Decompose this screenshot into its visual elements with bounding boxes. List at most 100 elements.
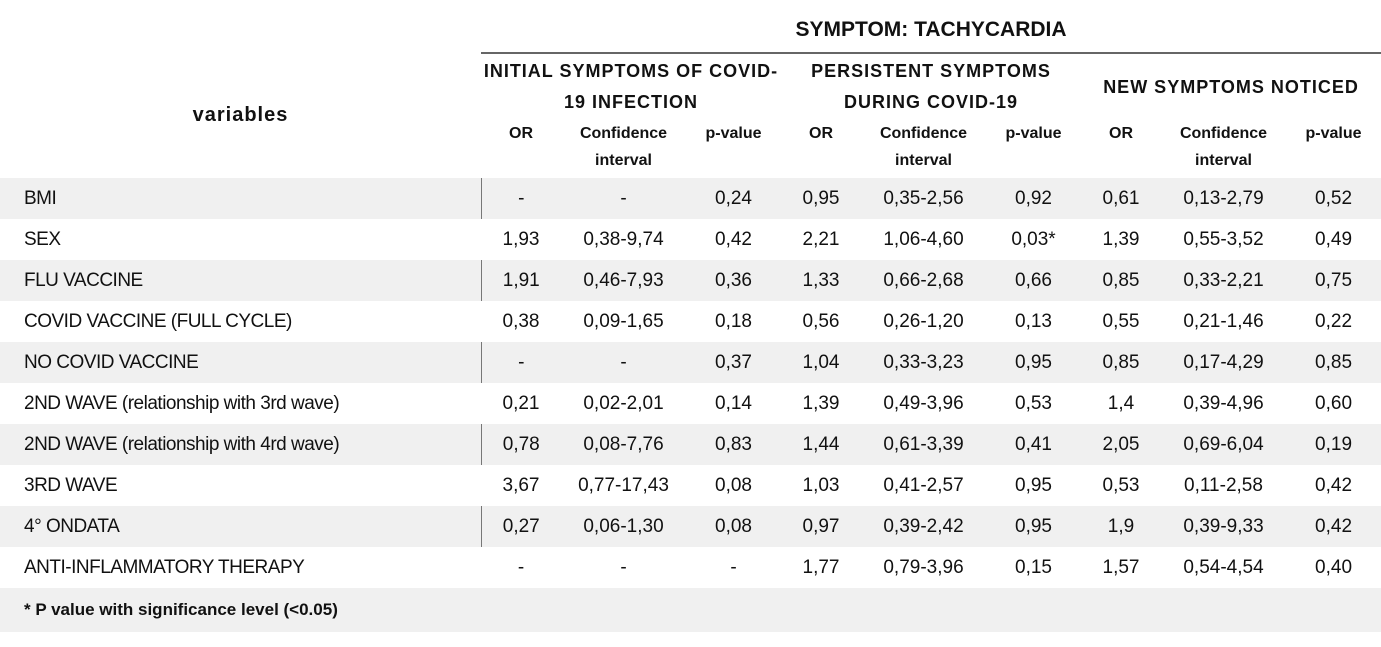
cell: 0,56 [802,310,840,332]
cell: 0,08 [686,506,781,547]
page-body: {"table": { "title": "SYMPTOM: TACHYCARD… [0,8,1381,647]
column-header: p-value [1005,125,1062,142]
cell: 0,18 [715,310,752,332]
row-label: 2ND WAVE (relationship with 4rd wave) [0,424,481,465]
column-header: p-value [705,125,762,142]
row-label: 3RD WAVE [24,474,118,496]
column-header: OR [509,125,533,142]
cell: 0,42 [1315,474,1353,496]
cell: 1,91 [480,260,561,301]
cell: 0,17-4,29 [1161,342,1286,383]
column-header: Confidence interval [1179,125,1268,169]
cell: 1,39 [1102,228,1140,250]
cell: 0,33-3,23 [861,342,986,383]
cell: 0,40 [1315,556,1353,578]
cell: - [620,556,627,578]
cell: 0,79-3,96 [883,556,964,578]
cell: 0,03* [1011,228,1056,250]
cell: 0,55-3,52 [1183,228,1264,250]
cell: 1,44 [781,424,861,465]
table-row: 4° ONDATA 0,27 0,06-1,30 0,08 0,97 0,39-2,42 0… [0,506,1381,547]
cell: 0,85 [1081,342,1161,383]
row-label: FLU VACCINE [0,260,481,301]
cell: 0,39-9,33 [1161,506,1286,547]
cell: 0,38 [502,310,540,332]
row-header: variables [192,104,289,126]
cell: - [517,556,525,578]
cell: 1,77 [802,556,840,578]
cell: 0,42 [1286,506,1381,547]
cell: 1,93 [502,228,540,250]
cell: 0,09-1,65 [583,310,664,332]
cell: 1,57 [1102,556,1140,578]
cell: 0,41-2,57 [883,474,964,496]
cell: 1,9 [1081,506,1161,547]
cell: 1,03 [802,474,840,496]
cell: 0,08-7,76 [561,424,686,465]
cell: 0,60 [1315,392,1353,414]
cell: 0,85 [1081,260,1161,301]
cell: 0,27 [480,506,561,547]
cell: - [561,178,686,219]
cell: 0,53 [1015,392,1052,414]
cell: 2,21 [802,228,840,250]
cell: 0,13 [1015,310,1052,332]
cell: 0,42 [715,228,752,250]
cell: 0,61-3,39 [861,424,986,465]
column-header: OR [809,125,833,142]
table-row: BMI - -0,24 0,95 0,35-2,56 0,92 0,61 0,13-2,79 0… [0,178,1381,219]
cell: 0,13-2,79 [1161,178,1286,219]
cell: 0,75 [1286,260,1381,301]
cell: 0,37 [686,342,781,383]
column-header: Confidence interval [579,125,668,169]
cell: 0,14 [715,392,752,414]
cell: 0,92 [986,178,1081,219]
cell: 1,4 [1107,392,1135,414]
table-row: 3RD WAVE 3,67 0,77-17,43 0,08 1,03 0,41-2,57 0… [0,465,1381,506]
row-label: NO COVID VACCINE [0,342,481,383]
cell: 0,41 [986,424,1081,465]
group-header: INITIAL SYMPTOMS OF COVID-19 INFECTION [481,52,781,120]
cell: 0,15 [1015,556,1052,578]
table-row: 2ND WAVE (relationship with 4rd wave) 0,7… [0,424,1381,465]
group-header: NEW SYMPTOMS NOTICED [1081,52,1381,120]
cell: 0,83 [686,424,781,465]
table-row: COVID VACCINE (FULL CYCLE) 0,38 0,09-1,65 0… [0,301,1381,342]
cell: 0,69-6,04 [1161,424,1286,465]
cell: 0,53 [1102,474,1140,496]
cell: 0,02-2,01 [583,392,664,414]
cell: 0,22 [1315,310,1353,332]
group-header: PERSISTENT SYMPTOMS DURING COVID-19 [781,52,1081,120]
cell: 0,39-4,96 [1183,392,1264,414]
spacer [0,8,481,53]
cell: 0,77-17,43 [578,474,669,496]
cell: 0,95 [986,506,1081,547]
cell: 0,36 [686,260,781,301]
column-header: OR [1109,125,1133,142]
cell: - [480,178,561,219]
row-label: 2ND WAVE (relationship with 3rd wave) [24,392,340,414]
cell: 0,55 [1102,310,1140,332]
table-row: NO COVID VACCINE - -0,37 1,04 0,33-3,23 0,95 0… [0,342,1381,383]
row-label: SEX [24,228,61,250]
row-label: 4° ONDATA [0,506,481,547]
footnote: * P value with significance level (<0.05… [0,588,1381,632]
cell: 0,46-7,93 [561,260,686,301]
cell: 0,11-2,58 [1184,474,1263,496]
cell: 0,49 [1315,228,1353,250]
cell: 0,52 [1286,178,1381,219]
cell: 1,06-4,60 [883,228,964,250]
table-row: 2ND WAVE (relationship with 3rd wave) 0,2… [0,383,1381,424]
cell: 0,26-1,20 [883,310,964,332]
cell: 0,61 [1081,178,1161,219]
cell: 0,39-2,42 [861,506,986,547]
cell: 3,67 [502,474,540,496]
cell: 0,49-3,96 [883,392,964,414]
cell: 1,33 [781,260,861,301]
row-label: ANTI-INFLAMMATORY THERAPY [24,556,305,578]
cell: 1,39 [802,392,840,414]
cell: - [480,342,561,383]
cell: 0,08 [715,474,752,496]
cell: 0,24 [686,178,781,219]
